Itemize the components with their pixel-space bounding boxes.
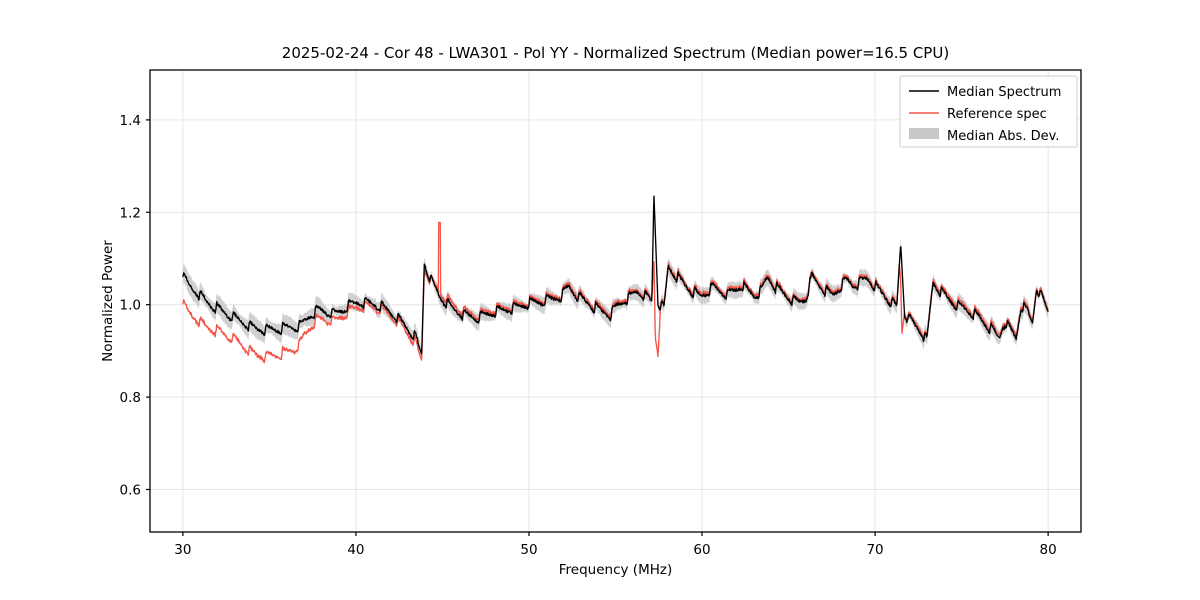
x-tick-label-50: 50 [520,542,537,558]
median-spectrum-line [182,195,1049,355]
y-tick-label-1.0: 1.0 [120,298,141,314]
y-tick-label-0.6: 0.6 [120,482,141,498]
chart-title: 2025-02-24 - Cor 48 - LWA301 - Pol YY - … [282,44,949,62]
legend-label-median-abs-dev: Median Abs. Dev. [947,129,1059,144]
legend-label-median-spectrum: Median Spectrum [947,85,1061,100]
legend[interactable]: Median Spectrum Reference spec Median Ab… [899,75,1078,148]
y-axis-label: Normalized Power [100,240,116,362]
legend-swatch-median-abs-dev [909,128,939,139]
axes-frame [149,69,1082,533]
reference-spectrum-line [182,221,1049,364]
legend-label-reference-spec: Reference spec [947,107,1047,122]
y-tick-label-0.8: 0.8 [120,390,141,406]
x-tick-label-30: 30 [174,542,191,558]
legend-box [899,75,1078,148]
x-tick-label-60: 60 [693,542,710,558]
y-tick-label-1.2: 1.2 [120,205,141,221]
x-axis-label: Frequency (MHz) [559,562,672,578]
x-tick-label-40: 40 [347,542,364,558]
x-tick-label-70: 70 [866,542,883,558]
x-tick-label-80: 80 [1040,542,1057,558]
y-tick-label-1.4: 1.4 [120,113,141,129]
axis-ticks: 30 40 50 60 70 80 0.6 0.8 1.0 1.2 1.4 [120,113,1057,558]
